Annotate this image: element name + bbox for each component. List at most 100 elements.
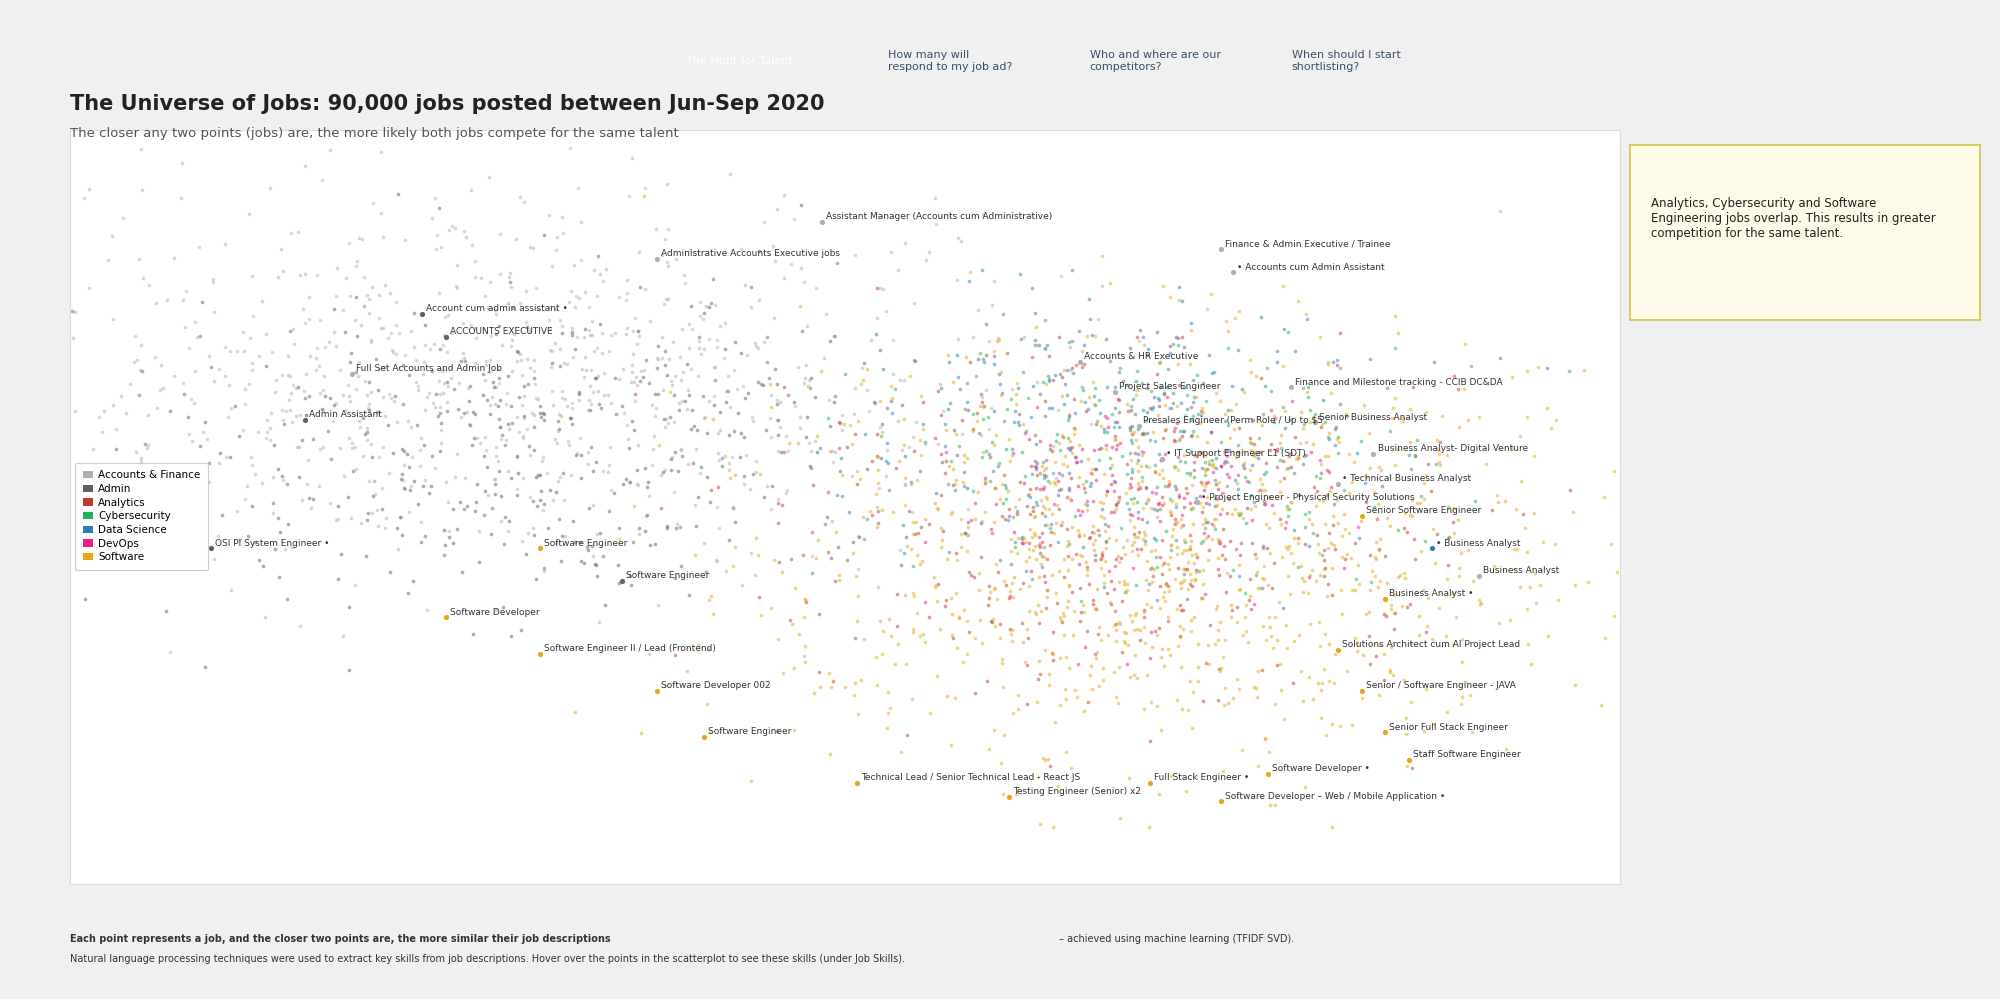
Point (936, 627, 968, 643)
Point (1036, 439, 1068, 455)
Point (274, 323, 306, 339)
Point (1014, 563, 1046, 579)
Point (1164, 433, 1196, 449)
Point (526, 453, 558, 469)
Point (740, 335, 772, 351)
Point (984, 491, 1016, 506)
Point (642, 351, 674, 367)
Point (542, 422, 574, 438)
Point (1418, 521, 1450, 537)
Point (1254, 402, 1286, 418)
Point (1026, 533, 1058, 549)
Point (616, 346, 648, 362)
Point (846, 373, 878, 389)
Point (1100, 616, 1132, 632)
Point (1264, 510, 1296, 526)
Point (364, 361, 396, 377)
Point (394, 323, 426, 339)
Point (378, 393, 410, 409)
Point (362, 383, 394, 399)
Point (1026, 374, 1058, 390)
Point (630, 461, 662, 477)
Point (552, 433, 584, 449)
Point (1068, 338, 1100, 354)
Point (1282, 449, 1314, 465)
Point (1062, 555, 1094, 571)
Point (1186, 405, 1218, 421)
Point (1236, 500, 1268, 516)
Point (1464, 596, 1496, 612)
Point (492, 296, 524, 312)
Point (986, 476, 1018, 492)
Point (1168, 424, 1200, 440)
Point (1450, 674, 1482, 690)
Point (878, 381, 910, 397)
Point (1018, 454, 1050, 470)
Point (1158, 510, 1190, 526)
Point (1268, 711, 1300, 727)
Point (1198, 499, 1230, 514)
Point (812, 392, 844, 408)
Point (792, 378, 824, 394)
Point (486, 599, 518, 615)
Point (1126, 426, 1158, 442)
Point (1176, 412, 1208, 428)
Point (1080, 416, 1112, 432)
Point (914, 515, 946, 531)
Point (712, 428, 744, 444)
Point (1186, 515, 1218, 531)
Legend: Accounts & Finance, Admin, Analytics, Cybersecurity, Data Science, DevOps, Softw: Accounts & Finance, Admin, Analytics, Cy… (76, 464, 208, 569)
Point (1120, 330, 1152, 346)
Point (258, 496, 290, 511)
Point (512, 525, 544, 541)
Point (788, 547, 820, 563)
Point (888, 544, 920, 560)
Point (1052, 536, 1084, 552)
Point (1148, 471, 1180, 487)
Point (296, 431, 328, 447)
Point (1216, 690, 1248, 706)
Point (1508, 505, 1540, 521)
Point (1302, 544, 1334, 560)
Point (1150, 422, 1182, 438)
Point (1048, 627, 1080, 643)
Point (926, 380, 958, 396)
Point (266, 472, 298, 488)
Point (452, 416, 484, 432)
Point (1172, 554, 1204, 570)
Point (1376, 411, 1408, 427)
Point (958, 568, 990, 584)
Point (266, 469, 298, 485)
Point (196, 360, 228, 376)
Point (1040, 471, 1072, 487)
Point (978, 617, 1010, 633)
Point (234, 330, 266, 346)
Point (1490, 493, 1522, 508)
Point (1074, 657, 1106, 673)
Point (1202, 475, 1234, 491)
Point (1388, 569, 1420, 585)
Point (1196, 286, 1228, 302)
Point (1532, 627, 1564, 643)
Point (1034, 437, 1066, 453)
Point (1372, 509, 1404, 525)
Point (1130, 635, 1162, 651)
Point (946, 474, 978, 490)
Point (1108, 633, 1140, 649)
Point (1314, 386, 1346, 402)
Point (330, 324, 362, 340)
Point (680, 441, 712, 457)
Point (622, 477, 654, 493)
Point (254, 405, 286, 421)
Point (704, 423, 736, 439)
Point (1046, 514, 1078, 530)
Point (802, 606, 834, 622)
Point (1144, 501, 1176, 517)
Point (588, 548, 620, 564)
Point (544, 510, 576, 526)
Point (502, 389, 534, 405)
Point (1086, 278, 1118, 294)
Point (1262, 460, 1294, 476)
Point (424, 444, 456, 460)
Point (0, 293, 16, 309)
